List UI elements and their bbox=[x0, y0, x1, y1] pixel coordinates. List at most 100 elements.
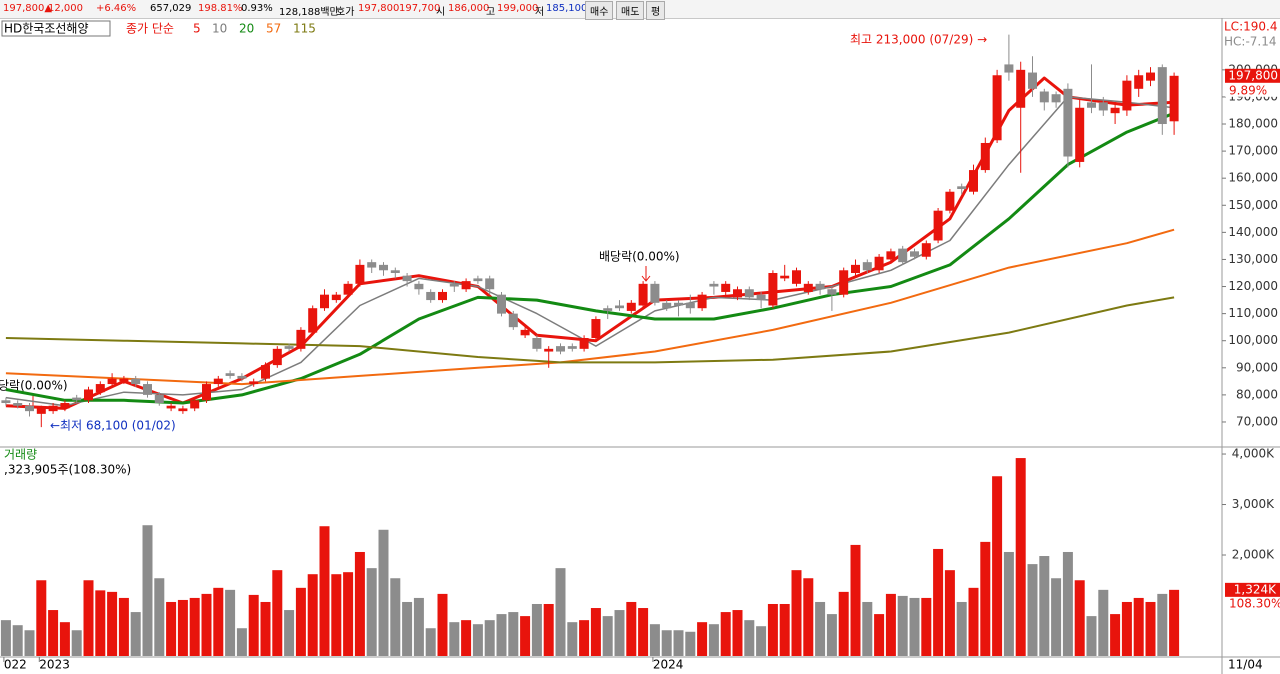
volume-bar bbox=[1086, 616, 1097, 656]
ask: 197,800 bbox=[358, 3, 400, 14]
volume-bar bbox=[295, 587, 306, 656]
x-tick-label: 2023 bbox=[39, 658, 70, 672]
y-tick-label: 170,000 bbox=[1228, 144, 1278, 158]
y-tick-label: 4,000K bbox=[1232, 447, 1275, 461]
candle-body bbox=[331, 294, 341, 301]
candle-body bbox=[402, 275, 412, 282]
candle-body bbox=[591, 319, 601, 339]
volume-bar bbox=[933, 548, 944, 656]
y-tick-label: 100,000 bbox=[1228, 333, 1278, 347]
candle-body bbox=[13, 403, 23, 406]
candle-body bbox=[992, 75, 1002, 141]
candle-body bbox=[1028, 72, 1037, 89]
turnover: 0.93% bbox=[241, 3, 273, 14]
candle-body bbox=[119, 378, 129, 382]
volume-bar bbox=[1098, 589, 1109, 656]
volume-bar bbox=[885, 593, 896, 656]
candle-body bbox=[1004, 64, 1014, 73]
eval-button[interactable]: 평 bbox=[646, 1, 666, 20]
x-tick-label: 022 bbox=[4, 658, 27, 672]
volume-bar bbox=[366, 568, 377, 656]
candle-body bbox=[1, 400, 11, 404]
candle-body bbox=[945, 191, 955, 211]
candle-body bbox=[320, 294, 329, 309]
change: 12,000 bbox=[48, 3, 83, 14]
candle-body bbox=[48, 405, 58, 412]
volume-bar bbox=[425, 628, 436, 656]
volume-bar bbox=[1051, 578, 1062, 656]
buy-button[interactable]: 매수 bbox=[585, 1, 614, 20]
candle-body bbox=[426, 291, 436, 301]
candle-body bbox=[202, 384, 211, 401]
candle-body bbox=[25, 405, 34, 412]
candle-body bbox=[1134, 75, 1144, 89]
candle-body bbox=[131, 378, 141, 385]
volume-bar bbox=[697, 622, 708, 656]
volume-rate: 198.81% bbox=[198, 3, 243, 14]
candle-body bbox=[662, 302, 672, 309]
volume-bar bbox=[803, 578, 814, 656]
volume-bar bbox=[767, 603, 778, 656]
volume-bar bbox=[732, 610, 743, 656]
last-price-label: 197,800 bbox=[1228, 68, 1278, 82]
sell-button[interactable]: 매도 bbox=[616, 1, 645, 20]
candle-body bbox=[768, 272, 778, 306]
volume-bar bbox=[862, 601, 873, 656]
moving-average bbox=[5, 228, 1175, 386]
y-tick-label: 110,000 bbox=[1228, 306, 1278, 320]
volume-ratio-label: 108.30% bbox=[1229, 596, 1280, 610]
candle-body bbox=[898, 248, 908, 263]
volume-bar bbox=[1121, 601, 1132, 656]
candle-body bbox=[1169, 75, 1179, 122]
volume-bar bbox=[744, 620, 755, 656]
candle-body bbox=[190, 400, 200, 409]
volume-bar bbox=[166, 601, 177, 656]
candle-body bbox=[60, 403, 70, 409]
volume-title: 거래량 bbox=[4, 448, 37, 462]
volume-bar bbox=[579, 620, 590, 656]
candle-body bbox=[709, 283, 719, 287]
open: 186,000 bbox=[448, 3, 490, 14]
volume-bar bbox=[189, 597, 200, 656]
volume-bar bbox=[343, 572, 354, 656]
volume-bar bbox=[944, 570, 955, 656]
y-tick-label: 3,000K bbox=[1232, 497, 1275, 511]
change-label: 9.89% bbox=[1229, 83, 1267, 97]
volume-bar bbox=[413, 597, 424, 656]
candle-body bbox=[508, 313, 518, 328]
y-tick-label: 80,000 bbox=[1236, 387, 1278, 401]
candle-body bbox=[1039, 91, 1049, 103]
legend-entry: 5 bbox=[193, 22, 201, 36]
candle-body bbox=[874, 256, 884, 271]
candle-body bbox=[213, 378, 223, 385]
volume-bar bbox=[779, 603, 790, 656]
volume-bar bbox=[968, 587, 979, 656]
candle-body bbox=[485, 278, 495, 290]
quote-label: 호가 bbox=[336, 7, 355, 18]
y-tick-label: 160,000 bbox=[1228, 171, 1278, 185]
candle-body bbox=[733, 289, 742, 298]
volume-bar bbox=[815, 601, 826, 656]
candle-body bbox=[143, 384, 152, 395]
volume-bar bbox=[673, 630, 684, 656]
candle-body bbox=[544, 348, 554, 352]
title-box bbox=[1, 20, 111, 37]
volume-bar bbox=[154, 578, 165, 656]
y-tick-label: 140,000 bbox=[1228, 225, 1278, 239]
candle-body bbox=[827, 289, 837, 295]
candle-body bbox=[272, 348, 282, 366]
candle-body bbox=[756, 294, 766, 301]
candle-body bbox=[379, 264, 388, 271]
chart-title: HD한국조선해양 bbox=[4, 22, 89, 36]
candle-body bbox=[980, 142, 990, 171]
moving-average bbox=[5, 76, 1175, 410]
x-tick-label: 2024 bbox=[653, 658, 684, 672]
candle-body bbox=[685, 302, 695, 309]
volume-bar bbox=[850, 544, 861, 656]
candle-body bbox=[615, 305, 624, 309]
volume-bar bbox=[107, 591, 118, 656]
candle-body bbox=[154, 394, 164, 404]
amount: 128,188백만 bbox=[279, 7, 339, 18]
volume-bar bbox=[956, 601, 967, 656]
